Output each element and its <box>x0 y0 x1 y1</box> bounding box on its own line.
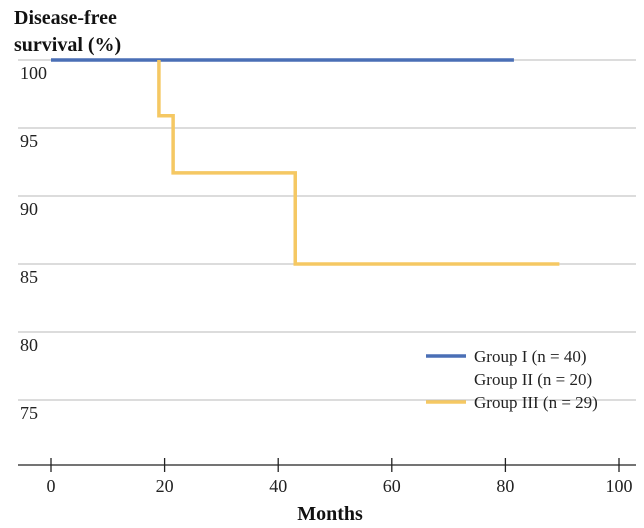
legend: Group I (n = 40) Group II (n = 20) Group I… <box>426 347 598 412</box>
y-tick-label: 90 <box>20 199 38 219</box>
y-axis-title-line2: survival (%) <box>14 34 121 56</box>
y-tick-label: 80 <box>20 335 38 355</box>
x-tick-label: 80 <box>496 476 514 496</box>
x-tick-label: 0 <box>47 476 56 496</box>
y-axis-title-line1: Disease-free <box>14 7 117 29</box>
y-tick-label: 95 <box>20 131 38 151</box>
gridlines: 100 95 90 85 80 75 <box>18 59 636 423</box>
x-tick-label: 40 <box>269 476 287 496</box>
x-axis-title: Months <box>297 503 363 525</box>
legend-label: Group III (n = 29) <box>474 393 598 412</box>
x-tick-label: 20 <box>156 476 174 496</box>
x-tick-label: 100 <box>606 476 633 496</box>
series-line-3 <box>157 60 560 266</box>
y-tick-label: 85 <box>20 267 38 287</box>
legend-label: Group I (n = 40) <box>474 347 587 366</box>
series-lines <box>51 58 560 266</box>
x-tick-label: 60 <box>383 476 401 496</box>
legend-label: Group II (n = 20) <box>474 370 592 389</box>
y-tick-label: 75 <box>20 403 38 423</box>
x-axis: 0 20 40 60 80 100 <box>18 458 636 496</box>
y-tick-label: 100 <box>20 63 47 83</box>
